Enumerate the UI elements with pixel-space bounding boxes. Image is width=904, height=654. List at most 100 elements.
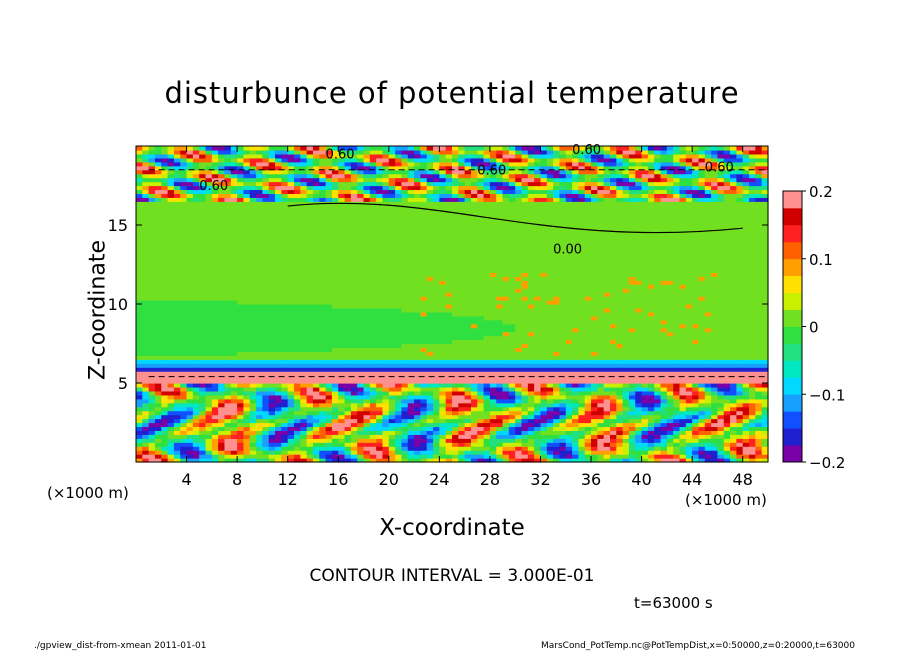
heatmap-cell — [483, 173, 491, 179]
heatmap-cell — [515, 323, 523, 329]
heatmap-cell — [262, 201, 270, 206]
heatmap-cell — [211, 165, 219, 171]
heatmap-cell — [388, 193, 396, 198]
heatmap-cell — [363, 304, 371, 309]
heatmap-cell — [395, 157, 403, 163]
heatmap-cell — [281, 240, 289, 246]
heatmap-cell — [268, 426, 276, 431]
heatmap-cell — [496, 205, 504, 210]
heatmap-cell — [477, 260, 485, 266]
heatmap-cell — [173, 280, 181, 285]
heatmap-cell — [243, 307, 251, 313]
heatmap-cell — [515, 244, 523, 250]
heatmap-cell — [357, 177, 365, 183]
heatmap-cell — [294, 296, 301, 301]
heatmap-cell — [262, 446, 270, 451]
heatmap-cell — [477, 426, 485, 431]
heatmap-cell — [407, 363, 415, 368]
heatmap-cell — [192, 181, 200, 187]
heatmap-cell — [256, 292, 263, 297]
heatmap-cell — [192, 454, 200, 459]
heatmap-cell — [142, 149, 150, 155]
heatmap-cell — [483, 165, 491, 171]
heatmap-cell — [211, 280, 219, 285]
heatmap-cell — [496, 367, 504, 372]
heatmap-cell — [357, 410, 365, 416]
heatmap-cell — [395, 339, 403, 345]
heatmap-cell — [312, 165, 320, 171]
heatmap-cell — [521, 406, 529, 412]
heatmap-cell — [142, 225, 150, 230]
heatmap-cell — [458, 347, 466, 352]
heatmap-cell — [205, 268, 213, 273]
heatmap-cell — [420, 438, 428, 443]
heatmap-cell — [515, 300, 523, 305]
heatmap-cell — [142, 201, 150, 206]
heatmap-cell — [521, 288, 529, 293]
heatmap-cell — [249, 371, 257, 376]
heatmap-cell — [180, 221, 188, 226]
heatmap-cell — [414, 371, 421, 376]
heatmap-cell — [148, 264, 156, 270]
heatmap-cell — [186, 232, 194, 238]
heatmap-cell — [312, 205, 320, 210]
heatmap-cell — [420, 418, 428, 424]
heatmap-cell — [312, 363, 320, 368]
heatmap-cell — [268, 410, 276, 416]
heatmap-cell — [325, 280, 333, 285]
heatmap-cell — [458, 217, 466, 222]
heatmap-cell — [338, 351, 346, 356]
heatmap-cell — [148, 430, 156, 435]
heatmap-cell — [287, 161, 295, 167]
heatmap-cell — [186, 450, 194, 455]
heatmap-cell — [262, 343, 270, 349]
heatmap-cell — [433, 402, 440, 408]
heatmap-cell — [496, 260, 504, 266]
heatmap-cell — [369, 185, 377, 191]
heatmap-cell — [388, 383, 396, 388]
heatmap-cell — [306, 288, 314, 293]
heatmap-cell — [148, 414, 156, 420]
heatmap-cell — [161, 169, 169, 175]
heatmap-cell — [502, 335, 510, 341]
heatmap-cell — [477, 390, 485, 396]
heatmap-cell — [300, 339, 308, 345]
heatmap-cell — [319, 311, 327, 317]
heatmap-cell — [256, 205, 263, 210]
heatmap-cell — [470, 149, 478, 155]
heatmap-cell — [363, 442, 371, 447]
heatmap-cell — [338, 240, 346, 246]
heatmap-cell — [186, 351, 194, 356]
heatmap-cell — [275, 307, 282, 313]
heatmap-cell — [312, 339, 320, 345]
heatmap-cell — [483, 379, 491, 384]
heatmap-cell — [205, 288, 213, 293]
heatmap-cell — [281, 398, 289, 404]
heatmap-cell — [281, 169, 289, 175]
heatmap-cell — [426, 165, 434, 171]
heatmap-cell — [199, 422, 207, 428]
heatmap-cell — [268, 304, 276, 309]
heatmap-cell — [452, 252, 459, 258]
heatmap-cell — [186, 335, 194, 341]
heatmap-cell — [256, 446, 263, 451]
heatmap-cell — [477, 442, 485, 447]
heatmap-cell — [249, 442, 257, 447]
heatmap-cell — [262, 414, 270, 420]
heatmap-cell — [243, 189, 251, 194]
heatmap-cell — [211, 201, 219, 206]
heatmap-cell — [458, 228, 466, 234]
heatmap-cell — [173, 446, 181, 451]
heatmap-cell — [306, 311, 314, 317]
heatmap-cell — [243, 402, 251, 408]
heatmap-cell — [470, 300, 478, 305]
heatmap-cell — [224, 315, 232, 321]
heatmap-cell — [414, 236, 421, 242]
heatmap-cell — [338, 300, 346, 305]
heatmap-cell — [369, 153, 377, 159]
heatmap-cell — [325, 367, 333, 372]
heatmap-cell — [407, 165, 415, 171]
heatmap-cell — [300, 256, 308, 262]
heatmap-cell — [452, 272, 459, 277]
heatmap-cell — [508, 446, 516, 451]
